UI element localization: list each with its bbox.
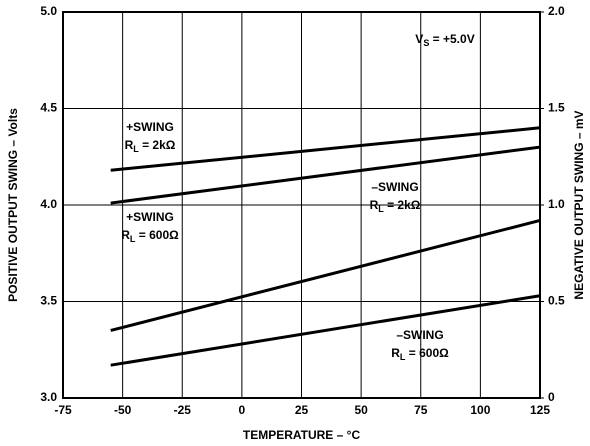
annotation-sub: S: [423, 38, 429, 48]
series-label: –SWING: [371, 180, 418, 194]
y-tick-label: 3.5: [40, 294, 57, 308]
x-tick-label: 100: [470, 403, 490, 417]
x-tick-label: 0: [239, 403, 246, 417]
series-label-rl-rest: = 600Ω: [405, 346, 449, 360]
y2-tick-label: 0.5: [548, 294, 565, 308]
series-label-rl-sub: L: [130, 234, 136, 244]
series-label-rl-main: R: [370, 198, 379, 212]
annotation-rest: = +5.0V: [429, 32, 474, 46]
y2-tick-label: 1.0: [548, 197, 565, 211]
x-axis-label: TEMPERATURE – °C: [243, 428, 361, 442]
y-tick-label: 4.5: [40, 101, 57, 115]
series-label-rl-rest: = 2kΩ: [384, 198, 421, 212]
plot-frame: [62, 11, 541, 399]
x-tick-label: 25: [295, 403, 309, 417]
x-tick-label: 50: [354, 403, 368, 417]
y-tick-label: 3.0: [40, 390, 57, 404]
series-line: [110, 126, 541, 172]
x-tick-label: 125: [530, 403, 550, 417]
series-line: [110, 218, 541, 332]
series-label-rl-main: R: [125, 138, 134, 152]
y-tick-label: 4.0: [40, 197, 57, 211]
series-line: [110, 145, 541, 205]
series-label-rl-sub: L: [133, 144, 139, 154]
x-tick-label: -25: [174, 403, 192, 417]
x-tick-label: -50: [114, 403, 132, 417]
series-label: –SWING: [396, 328, 443, 342]
series-label-rl-sub: L: [400, 352, 406, 362]
y2-tick-label: 1.5: [548, 101, 565, 115]
series-label-rl-main: R: [121, 228, 130, 242]
series-line: [110, 294, 541, 367]
series-label: +SWING: [126, 120, 174, 134]
series-label-rl-rest: = 600Ω: [135, 228, 179, 242]
y-axis-label: POSITIVE OUTPUT SWING – Volts: [6, 108, 20, 302]
y2-tick-label: 2.0: [548, 4, 565, 18]
series-label-rl: RL = 2kΩ: [125, 138, 176, 154]
series-label-rl-rest: = 2kΩ: [139, 138, 176, 152]
x-tick-label: -75: [54, 403, 72, 417]
series-label-rl: RL = 2kΩ: [370, 198, 421, 214]
y-tick-label: 5.0: [40, 4, 57, 18]
series-label-rl-sub: L: [378, 204, 384, 214]
y2-tick-label: 0: [548, 390, 555, 404]
series-label-rl-main: R: [391, 346, 400, 360]
annotation: VS = +5.0V: [415, 32, 474, 48]
series-label: +SWING: [126, 210, 174, 224]
annotation-main: V: [415, 32, 423, 46]
series-label-rl: RL = 600Ω: [121, 228, 179, 244]
x-tick-label: 75: [414, 403, 428, 417]
y2-axis-label: NEGATIVE OUTPUT SWING – mV: [572, 110, 586, 299]
series-label-rl: RL = 600Ω: [391, 346, 449, 362]
